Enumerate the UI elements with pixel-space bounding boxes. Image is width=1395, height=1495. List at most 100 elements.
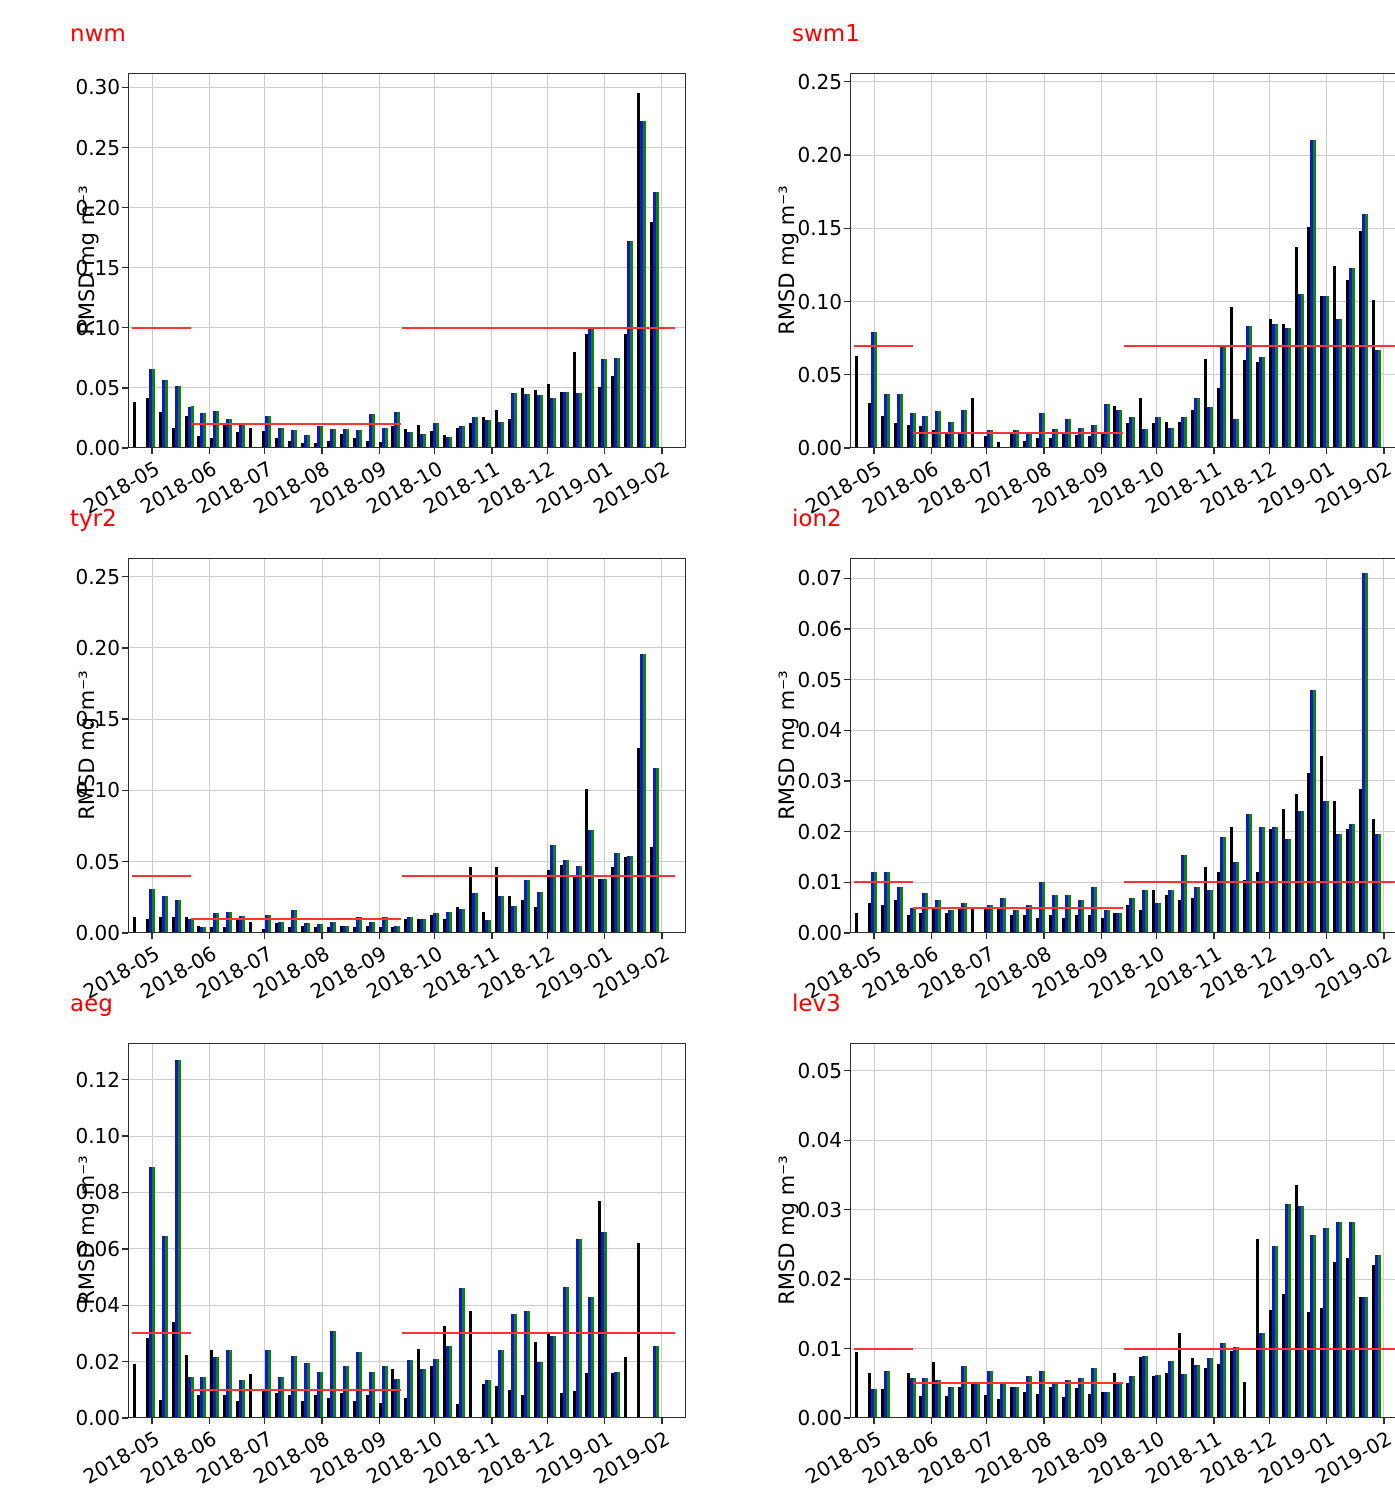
bar-green bbox=[1301, 811, 1304, 933]
bar-green bbox=[320, 924, 323, 933]
bar-green bbox=[643, 654, 646, 934]
bar-green bbox=[1313, 140, 1316, 448]
bar-green bbox=[1068, 895, 1071, 933]
y-tick-mark bbox=[844, 932, 850, 933]
bar-green bbox=[294, 430, 297, 448]
x-gridline bbox=[322, 73, 323, 448]
y-tick-label: 0.01 bbox=[790, 870, 842, 894]
bar-green bbox=[229, 1350, 232, 1418]
x-tick-mark bbox=[931, 933, 932, 939]
x-gridline bbox=[379, 558, 380, 933]
bar-green bbox=[281, 428, 284, 448]
x-gridline bbox=[874, 1043, 875, 1418]
bar-green bbox=[1107, 404, 1110, 448]
x-gridline bbox=[209, 558, 210, 933]
bar-green bbox=[1288, 1204, 1291, 1418]
bar-black bbox=[971, 908, 974, 933]
bar-green bbox=[913, 908, 916, 933]
red-threshold-segment bbox=[402, 1332, 676, 1334]
bar-green bbox=[1236, 1347, 1239, 1419]
y-tick-label: 0.05 bbox=[790, 668, 842, 692]
bar-green bbox=[913, 413, 916, 448]
y-gridline bbox=[128, 1136, 686, 1137]
chart-title: swm1 bbox=[792, 21, 860, 47]
y-gridline bbox=[128, 790, 686, 791]
bar-green bbox=[229, 912, 232, 933]
bar-green bbox=[307, 435, 310, 448]
bar-green bbox=[178, 1060, 181, 1418]
bar-green bbox=[410, 432, 413, 448]
bar-black bbox=[249, 1374, 252, 1418]
x-gridline bbox=[379, 1043, 380, 1418]
bar-green bbox=[604, 1232, 607, 1418]
bar-green bbox=[1326, 296, 1329, 448]
bar-green bbox=[216, 411, 219, 448]
bar-green bbox=[1326, 801, 1329, 933]
y-tick-label: 0.05 bbox=[790, 1059, 842, 1083]
y-tick-mark bbox=[844, 730, 850, 731]
bar-green bbox=[951, 910, 954, 933]
x-tick-mark bbox=[873, 448, 874, 454]
x-tick-mark bbox=[661, 1418, 662, 1424]
bar-green bbox=[1145, 429, 1148, 448]
x-gridline bbox=[986, 73, 987, 448]
y-tick-mark bbox=[122, 1079, 128, 1080]
y-tick-mark bbox=[844, 374, 850, 375]
bar-green bbox=[1288, 839, 1291, 933]
x-tick-mark bbox=[151, 933, 152, 939]
bar-green bbox=[925, 1378, 928, 1418]
y-tick-label: 0.05 bbox=[790, 363, 842, 387]
x-tick-mark bbox=[1156, 933, 1157, 939]
bar-green bbox=[268, 416, 271, 449]
x-gridline bbox=[931, 558, 932, 933]
bar-green bbox=[1081, 428, 1084, 449]
x-tick-mark bbox=[1383, 448, 1384, 454]
bar-black bbox=[133, 402, 136, 448]
bar-green bbox=[1094, 425, 1097, 448]
x-tick-mark bbox=[1213, 448, 1214, 454]
bar-green bbox=[1301, 294, 1304, 448]
bar-green bbox=[540, 395, 543, 448]
y-gridline bbox=[128, 719, 686, 720]
x-gridline bbox=[491, 1043, 492, 1418]
x-tick-mark bbox=[1213, 933, 1214, 939]
bar-green bbox=[1184, 417, 1187, 448]
y-tick-mark bbox=[122, 861, 128, 862]
bar-green bbox=[191, 1377, 194, 1418]
x-gridline bbox=[1101, 1043, 1102, 1418]
bar-green bbox=[913, 1378, 916, 1418]
bar-green bbox=[656, 768, 659, 933]
bar-green bbox=[475, 417, 478, 448]
x-gridline bbox=[986, 1043, 987, 1418]
x-tick-mark bbox=[986, 448, 987, 454]
plot-area bbox=[128, 73, 686, 448]
y-tick-mark bbox=[844, 1348, 850, 1349]
red-threshold-segment bbox=[1124, 881, 1395, 883]
y-tick-mark bbox=[122, 576, 128, 577]
bar-green bbox=[488, 420, 491, 448]
y-tick-mark bbox=[844, 679, 850, 680]
x-gridline bbox=[931, 73, 932, 448]
y-tick-label: 0.10 bbox=[790, 290, 842, 314]
y-tick-label: 0.05 bbox=[68, 850, 120, 874]
y-gridline bbox=[128, 267, 686, 268]
y-tick-label: 0.01 bbox=[790, 1337, 842, 1361]
bar-green bbox=[553, 1336, 556, 1418]
bar-green bbox=[1301, 1206, 1304, 1418]
x-tick-mark bbox=[986, 933, 987, 939]
y-gridline bbox=[128, 207, 686, 208]
x-gridline bbox=[1213, 73, 1214, 448]
bar-green bbox=[1184, 1374, 1187, 1418]
y-axis-label: RMSD mg m⁻³ bbox=[775, 670, 799, 819]
y-tick-label: 0.00 bbox=[790, 921, 842, 945]
bar-green bbox=[540, 1362, 543, 1418]
bar-green bbox=[1145, 890, 1148, 933]
y-tick-mark bbox=[844, 1070, 850, 1071]
x-gridline bbox=[1213, 558, 1214, 933]
bar-green bbox=[216, 1357, 219, 1418]
bar-green bbox=[566, 1287, 569, 1418]
bar-green bbox=[1158, 903, 1161, 933]
x-tick-mark bbox=[1326, 448, 1327, 454]
bar-green bbox=[203, 927, 206, 933]
